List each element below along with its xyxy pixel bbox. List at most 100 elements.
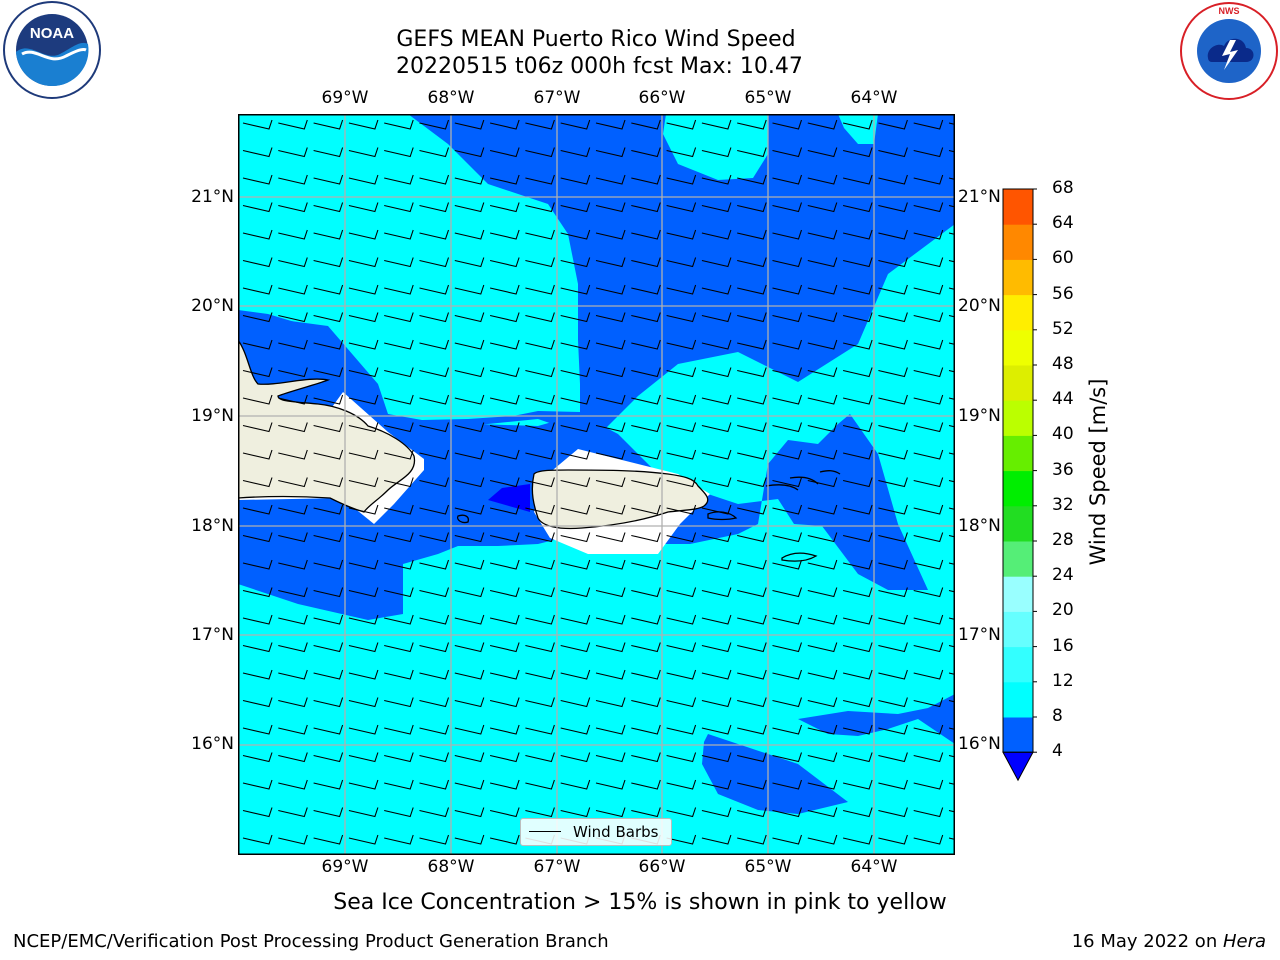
- wind-barb: [595, 422, 626, 433]
- wind-barb: [242, 174, 273, 185]
- wind-barb: [384, 779, 414, 790]
- wind-barb: [525, 477, 555, 488]
- wind-barb: [278, 779, 308, 790]
- wind-barb: [595, 532, 626, 543]
- wind-barb: [278, 807, 308, 818]
- wind-barb: [278, 202, 308, 213]
- wind-barb: [878, 284, 908, 295]
- colorbar-segment: [1003, 329, 1033, 366]
- wind-barb: [313, 229, 344, 240]
- wind-barb: [878, 229, 908, 240]
- wind-barb: [631, 504, 661, 515]
- wind-barb: [454, 834, 485, 845]
- wind-barb: [842, 367, 873, 378]
- wind-barb: [278, 257, 308, 268]
- wind-barb: [807, 559, 838, 570]
- wind-barb: [525, 449, 555, 460]
- wind-barb: [348, 724, 379, 735]
- colorbar-segment: [1003, 541, 1033, 577]
- wind-barb: [807, 807, 838, 818]
- wind-barb: [737, 504, 767, 515]
- wind-barb: [278, 834, 308, 845]
- wind-barb: [772, 752, 803, 763]
- wind-barb: [631, 257, 661, 268]
- wind-barb: [348, 257, 379, 268]
- wind-barb: [913, 642, 944, 653]
- wind-barb: [525, 504, 555, 515]
- wind-barb: [454, 339, 485, 350]
- wind-barb: [595, 339, 626, 350]
- wind-barb: [595, 614, 626, 625]
- lat-tick-left: 19°N: [191, 406, 234, 426]
- footer-date: 16 May 2022 on Hera: [1072, 931, 1266, 952]
- wind-barb: [242, 724, 273, 735]
- wind-barb: [489, 504, 520, 515]
- wind-barb: [631, 367, 661, 378]
- wind-barb: [489, 229, 520, 240]
- wind-barb: [842, 312, 873, 323]
- wind-barb: [313, 504, 344, 515]
- wind-barb: [631, 752, 661, 763]
- wind-barb: [878, 367, 908, 378]
- wind-barb: [384, 614, 414, 625]
- wind-barb: [560, 229, 591, 240]
- wind-barb: [878, 669, 908, 680]
- wind-barb: [701, 587, 732, 598]
- colorbar-tick-label: 4: [1052, 741, 1063, 762]
- wind-barb: [701, 257, 732, 268]
- wind-barb: [454, 559, 485, 570]
- wind-barb: [666, 614, 697, 625]
- colorbar-segment: [1003, 576, 1033, 612]
- lon-tick-bottom: 67°W: [533, 857, 581, 877]
- wind-barb: [560, 807, 591, 818]
- wind-barb: [701, 752, 732, 763]
- wind-barb: [278, 504, 308, 515]
- wind-barb: [878, 257, 908, 268]
- wind-barb: [560, 449, 591, 460]
- wind-barb: [313, 697, 344, 708]
- wind-barb: [595, 724, 626, 735]
- wind-barb: [454, 257, 485, 268]
- wind-barb: [631, 669, 661, 680]
- wind-barb: [701, 422, 732, 433]
- colorbar-segment: [1003, 717, 1033, 753]
- colorbar-tick-label: 24: [1052, 565, 1074, 586]
- wind-barb: [701, 477, 732, 488]
- wind-barb: [807, 174, 838, 185]
- wind-barb: [737, 174, 767, 185]
- wind-barb: [560, 587, 591, 598]
- wind-barb: [242, 642, 273, 653]
- wind-barb: [772, 422, 803, 433]
- colorbar-tick-label: 28: [1052, 530, 1074, 550]
- wind-barb: [419, 724, 450, 735]
- wind-barb: [384, 284, 414, 295]
- wind-barb: [313, 449, 344, 460]
- wind-barb: [525, 669, 555, 680]
- wind-barb: [631, 119, 661, 130]
- wind-barb: [419, 394, 450, 405]
- wind-barb: [842, 229, 873, 240]
- wind-barb: [313, 779, 344, 790]
- wind-barb: [278, 119, 308, 130]
- lat-tick-left: 20°N: [191, 296, 234, 316]
- wind-barb: [384, 229, 414, 240]
- wind-barb: [313, 587, 344, 598]
- wind-barb: [842, 339, 873, 350]
- wind-barb: [348, 779, 379, 790]
- wind-barb: [419, 477, 450, 488]
- wind-barb: [489, 422, 520, 433]
- wind-barb: [348, 504, 379, 515]
- wind-barb: [913, 339, 944, 350]
- wind-barb: [737, 449, 767, 460]
- colorbar-segment: [1003, 294, 1033, 331]
- colorbar-tick-label: 68: [1052, 178, 1074, 198]
- wind-barb: [419, 257, 450, 268]
- wind-barb: [419, 339, 450, 350]
- wind-barb: [772, 339, 803, 350]
- wind-barb: [313, 147, 344, 158]
- wind-barb: [772, 642, 803, 653]
- wind-barb: [737, 202, 767, 213]
- wind-barb: [560, 477, 591, 488]
- wind-barb: [772, 394, 803, 405]
- wind-barb: [489, 532, 520, 543]
